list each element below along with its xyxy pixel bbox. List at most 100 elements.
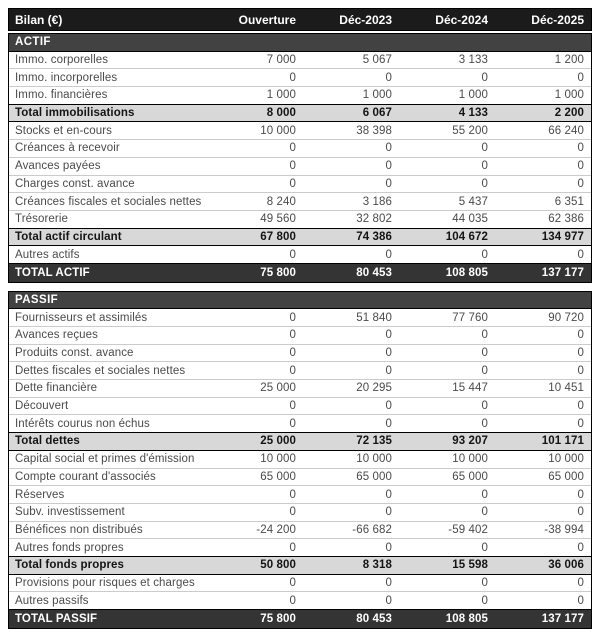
row-value: 77 760 [452, 311, 488, 324]
row-value: 0 [289, 506, 296, 519]
row-label: Produits const. avance [15, 347, 134, 360]
row-value: 0 [289, 541, 296, 554]
row-value: 0 [481, 177, 488, 190]
table-row: Découvert 0 0 0 0 [9, 397, 591, 416]
row-value: 0 [577, 576, 584, 589]
table-row: Réserves 0 0 0 0 [9, 486, 591, 504]
row-value: 1 000 [362, 89, 392, 102]
row-label: Dettes fiscales et sociales nettes [15, 364, 186, 377]
table-row: Autres passifs 0 0 0 0 [9, 592, 591, 610]
row-value: 0 [385, 576, 392, 589]
row-label: Total actif circulant [15, 230, 122, 243]
row-value: 0 [289, 160, 296, 173]
row-value: 65 000 [356, 470, 392, 483]
table-row: Capital social et primes d'émission 10 00… [9, 450, 591, 469]
row-label: Intérêts courus non échus [15, 417, 150, 430]
row-value: 0 [289, 311, 296, 324]
row-value: 0 [289, 142, 296, 155]
row-value: 1 000 [458, 89, 488, 102]
table-row: Dette financière 25 000 20 295 15 447 10 451 [9, 380, 591, 398]
row-label: Total fonds propres [15, 559, 125, 572]
row-value: 137 177 [541, 612, 584, 625]
row-value: 10 000 [452, 453, 488, 466]
row-value: 10 451 [548, 382, 584, 395]
table-row: Avances payées 0 0 0 0 [9, 157, 591, 176]
table-row: Charges const. avance 0 0 0 0 [9, 175, 591, 194]
table-row: Autres actifs 0 0 0 0 [9, 246, 591, 264]
row-value: 62 386 [548, 213, 584, 226]
row-value: 0 [577, 142, 584, 155]
column-header-dec-2025: Déc-2025 [531, 12, 584, 27]
row-value: 6 351 [554, 195, 584, 208]
row-label: Découvert [15, 400, 69, 413]
row-value: 0 [481, 364, 488, 377]
row-label: Charges const. avance [15, 177, 135, 190]
row-value: 4 133 [458, 107, 488, 120]
row-value: 0 [577, 71, 584, 84]
row-value: 0 [385, 329, 392, 342]
table-row: Produits const. avance 0 0 0 0 [9, 344, 591, 363]
row-value: 55 200 [452, 124, 488, 137]
row-value: 0 [481, 541, 488, 554]
table-row: TOTAL ACTIF 75 800 80 453 108 805 137 177 [9, 263, 591, 282]
row-label: Immo. corporelles [15, 54, 109, 67]
row-value: 0 [481, 248, 488, 261]
row-label: ACTIF [15, 36, 51, 49]
row-value: 0 [385, 248, 392, 261]
table-row: Trésorerie 49 560 32 802 44 035 62 386 [9, 210, 591, 229]
row-value: 137 177 [541, 266, 584, 279]
row-value: 0 [481, 160, 488, 173]
row-label: Subv. investissement [15, 506, 125, 519]
row-value: 0 [385, 488, 392, 501]
row-value: 7 000 [266, 54, 296, 67]
table-row: Dettes fiscales et sociales nettes 0 0 0 0 [9, 362, 591, 381]
row-value: 108 805 [445, 266, 488, 279]
column-header-ouverture: Ouverture [238, 12, 296, 27]
row-value: 0 [385, 541, 392, 554]
row-value: 108 805 [445, 612, 488, 625]
table-row: Total actif circulant 67 800 74 386 104 672… [9, 228, 591, 247]
row-value: 0 [577, 364, 584, 377]
row-value: 1 000 [266, 89, 296, 102]
row-value: 0 [577, 160, 584, 173]
row-value: 0 [289, 329, 296, 342]
row-value: 5 067 [362, 54, 392, 67]
table-row: Total fonds propres 50 800 8 318 15 598 36 0… [9, 556, 591, 575]
row-label: Dette financière [15, 382, 98, 395]
row-value: 65 000 [452, 470, 488, 483]
row-value: -59 402 [448, 523, 488, 536]
row-label: Total immobilisations [15, 107, 135, 120]
row-value: 32 802 [356, 213, 392, 226]
row-value: 0 [481, 594, 488, 607]
row-value: -66 682 [352, 523, 392, 536]
row-value: 0 [289, 594, 296, 607]
table-row: Intérêts courus non échus 0 0 0 0 [9, 415, 591, 434]
row-value: 0 [577, 488, 584, 501]
row-value: 8 240 [266, 195, 296, 208]
row-label: Créances à recevoir [15, 142, 120, 155]
row-value: 5 437 [458, 195, 488, 208]
row-value: 65 000 [260, 470, 296, 483]
row-value: 0 [577, 400, 584, 413]
section-header-row: PASSIF [9, 291, 591, 310]
row-label: Autres actifs [15, 248, 80, 261]
row-value: 75 800 [260, 612, 296, 625]
passif-section-block: PASSIF Fournisseurs et assimilés 0 51 840 77… [8, 290, 592, 629]
table-row: TOTAL PASSIF 75 800 80 453 108 805 137 177 [9, 610, 591, 628]
row-value: 0 [481, 488, 488, 501]
row-value: 0 [385, 142, 392, 155]
table-row: Fournisseurs et assimilés 0 51 840 77 760 90… [9, 309, 591, 327]
row-value: 10 000 [260, 453, 296, 466]
row-value: 67 800 [260, 230, 296, 243]
table-row: Total immobilisations 8 000 6 067 4 133 2 20… [9, 104, 591, 123]
row-label: Trésorerie [15, 213, 68, 226]
row-value: 66 240 [548, 124, 584, 137]
row-value: -24 200 [256, 523, 296, 536]
row-value: 0 [385, 71, 392, 84]
table-header-row: Bilan (€) Ouverture Déc-2023 Déc-2024 Dé… [8, 8, 592, 31]
row-value: 0 [289, 576, 296, 589]
row-value: 0 [385, 506, 392, 519]
row-label: Provisions pour risques et charges [15, 576, 195, 589]
row-label: Autres passifs [15, 594, 89, 607]
row-label: Capital social et primes d'émission [15, 453, 195, 466]
